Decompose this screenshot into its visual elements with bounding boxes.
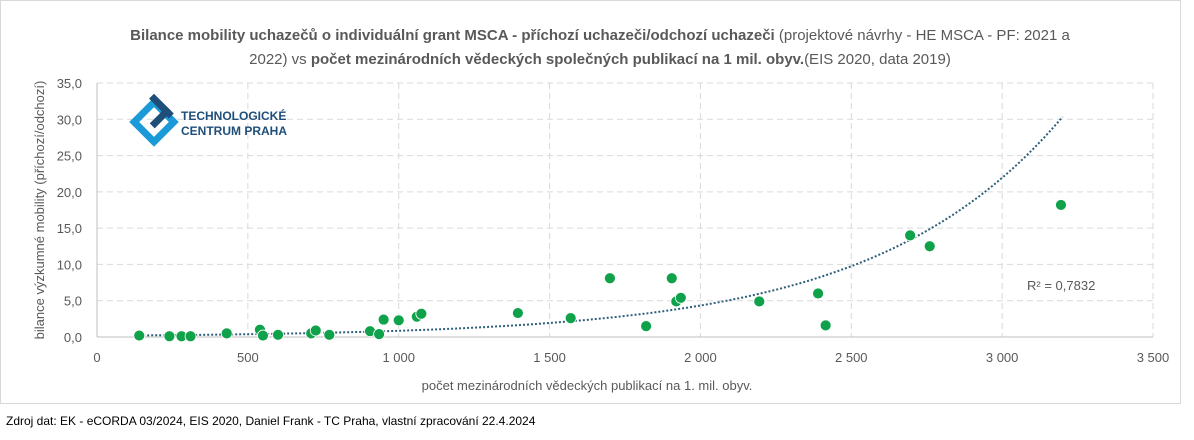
data-point (309, 324, 322, 337)
chart-frame (0, 0, 1181, 404)
data-point (564, 312, 577, 325)
data-point (665, 272, 678, 285)
y-tick-label: 35,0 (57, 76, 82, 91)
data-point (923, 240, 936, 253)
logo: TECHNOLOGICKÉ CENTRUM PRAHA (129, 93, 287, 147)
y-tick-label: 15,0 (57, 221, 82, 236)
x-tick-label: 3 000 (986, 350, 1019, 365)
x-tick-label: 1 000 (382, 350, 415, 365)
data-point (163, 330, 176, 343)
x-tick-label: 2 000 (684, 350, 717, 365)
trendline-path (139, 116, 1064, 337)
axes: 0 500 1 000 1 500 2 000 2 500 3 000 3 500 0,0 5,0… (57, 76, 1170, 365)
logo-line2: CENTRUM PRAHA (181, 124, 287, 138)
data-point (272, 328, 284, 341)
data-point (819, 319, 832, 332)
data-point (904, 229, 917, 242)
data-point (323, 328, 336, 341)
data-point (184, 330, 197, 343)
logo-line1: TECHNOLOGICKÉ (181, 108, 286, 123)
data-point (640, 320, 653, 333)
data-point (604, 272, 616, 285)
x-tick-label: 1 500 (533, 350, 566, 365)
r-squared-label: R² = 0,7832 (1027, 278, 1095, 293)
data-point (220, 327, 233, 340)
chart-title: Bilance mobility uchazečů o individuální… (120, 24, 1080, 72)
x-tick-label: 0 (93, 350, 100, 365)
y-tick-label: 5,0 (64, 294, 82, 309)
gridlines (97, 82, 1154, 337)
trendline (139, 116, 1064, 337)
data-point (392, 314, 405, 327)
data-point (415, 307, 428, 320)
logo-mark-icon (129, 93, 179, 147)
x-axis-label: počet mezinárodních vědeckých publikací … (422, 378, 753, 393)
y-tick-label: 20,0 (57, 185, 82, 200)
title-bold-3: počet mezinárodních vědeckých společných… (310, 51, 805, 68)
x-tick-label: 500 (237, 350, 259, 365)
data-point (1055, 199, 1067, 211)
data-point (753, 295, 766, 308)
y-tick-label: 10,0 (57, 257, 82, 272)
x-tick-label: 3 500 (1137, 350, 1170, 365)
y-tick-label: 0,0 (64, 330, 82, 345)
data-point (511, 307, 524, 319)
y-tick-label: 30,0 (57, 112, 82, 127)
data-point (257, 329, 269, 342)
y-tick-label: 25,0 (57, 149, 82, 164)
title-part-4: (EIS 2020, data 2019) (804, 51, 951, 68)
y-axis-label: bilance výzkumné mobility (příchozí/odch… (32, 81, 47, 340)
x-tick-label: 2 500 (835, 350, 868, 365)
data-point (133, 329, 146, 342)
source-note: Zdroj dat: EK - eCORDA 03/2024, EIS 2020… (6, 414, 536, 428)
data-point (674, 291, 687, 304)
data-point (812, 287, 824, 300)
title-bold-1: Bilance mobility uchazečů o individuální… (130, 27, 775, 44)
data-points (133, 199, 1067, 343)
data-point (377, 313, 390, 326)
data-point (373, 328, 386, 340)
title-part-2: (projektové návrhy - HE MSCA - PF: 2021 … (249, 27, 1070, 68)
